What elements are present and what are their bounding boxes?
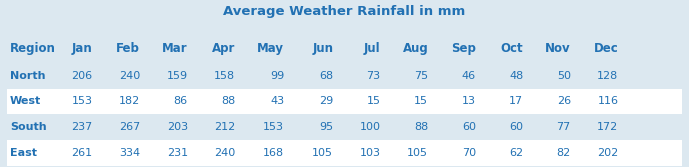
Text: Oct: Oct (501, 42, 524, 54)
Text: 77: 77 (557, 122, 570, 132)
Text: Jun: Jun (312, 42, 333, 54)
Text: 86: 86 (174, 97, 187, 106)
Text: Average Weather Rainfall in mm: Average Weather Rainfall in mm (223, 5, 466, 18)
Text: Feb: Feb (116, 42, 141, 54)
FancyBboxPatch shape (7, 33, 682, 63)
Text: 17: 17 (509, 97, 524, 106)
Text: 212: 212 (214, 122, 236, 132)
Text: 105: 105 (407, 148, 428, 158)
Text: 26: 26 (557, 97, 570, 106)
Text: 240: 240 (214, 148, 236, 158)
Text: 60: 60 (462, 122, 475, 132)
Text: 203: 203 (167, 122, 187, 132)
Text: 237: 237 (72, 122, 92, 132)
Text: 182: 182 (119, 97, 141, 106)
Text: West: West (10, 97, 41, 106)
Text: 73: 73 (367, 71, 380, 80)
Text: 99: 99 (270, 71, 284, 80)
Text: 75: 75 (414, 71, 428, 80)
Text: 128: 128 (597, 71, 618, 80)
Text: 13: 13 (462, 97, 475, 106)
Text: 62: 62 (509, 148, 524, 158)
Text: 172: 172 (597, 122, 618, 132)
Text: Mar: Mar (162, 42, 187, 54)
Text: 267: 267 (119, 122, 141, 132)
Text: 240: 240 (119, 71, 141, 80)
Text: 68: 68 (319, 71, 333, 80)
Text: South: South (10, 122, 47, 132)
Text: 15: 15 (367, 97, 380, 106)
Text: 50: 50 (557, 71, 570, 80)
FancyBboxPatch shape (7, 89, 682, 114)
Text: Aug: Aug (402, 42, 428, 54)
FancyBboxPatch shape (7, 114, 682, 140)
Text: North: North (10, 71, 45, 80)
Text: Nov: Nov (545, 42, 570, 54)
Text: 70: 70 (462, 148, 475, 158)
Text: 105: 105 (312, 148, 333, 158)
Text: 46: 46 (462, 71, 475, 80)
Text: Dec: Dec (594, 42, 618, 54)
Text: 116: 116 (597, 97, 618, 106)
Text: 15: 15 (414, 97, 428, 106)
Text: 168: 168 (263, 148, 284, 158)
Text: 48: 48 (509, 71, 524, 80)
Text: 159: 159 (167, 71, 187, 80)
Text: 158: 158 (214, 71, 236, 80)
Text: 206: 206 (72, 71, 92, 80)
Text: 100: 100 (360, 122, 380, 132)
Text: 88: 88 (221, 97, 236, 106)
Text: 43: 43 (270, 97, 284, 106)
Text: Jan: Jan (72, 42, 92, 54)
Text: Region: Region (10, 42, 56, 54)
Text: 29: 29 (319, 97, 333, 106)
Text: 261: 261 (72, 148, 92, 158)
Text: Jul: Jul (364, 42, 380, 54)
Text: 153: 153 (263, 122, 284, 132)
Text: 231: 231 (167, 148, 187, 158)
FancyBboxPatch shape (7, 140, 682, 166)
FancyBboxPatch shape (7, 63, 682, 89)
Text: 153: 153 (72, 97, 92, 106)
FancyBboxPatch shape (7, 166, 682, 167)
Text: East: East (10, 148, 37, 158)
Text: 202: 202 (597, 148, 618, 158)
Text: 88: 88 (414, 122, 428, 132)
Text: May: May (257, 42, 284, 54)
Text: 103: 103 (360, 148, 380, 158)
Text: 82: 82 (557, 148, 570, 158)
Text: 95: 95 (319, 122, 333, 132)
Text: Apr: Apr (212, 42, 236, 54)
Text: 334: 334 (119, 148, 141, 158)
Text: Sep: Sep (451, 42, 475, 54)
Text: 60: 60 (509, 122, 524, 132)
